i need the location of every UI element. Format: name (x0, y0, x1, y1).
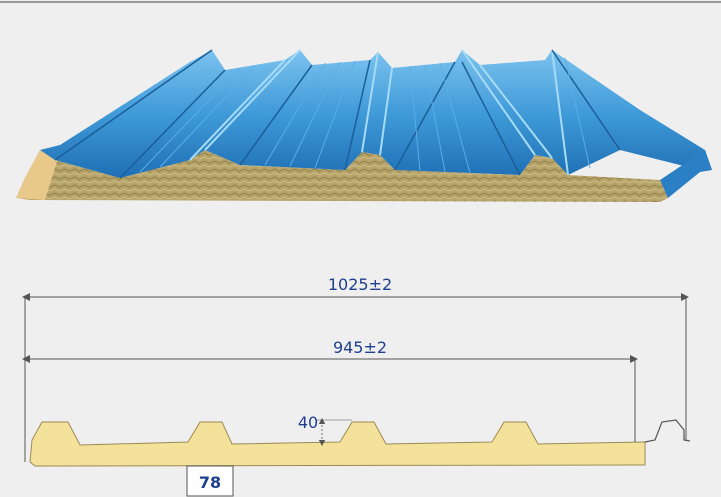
dimension-cover: 945±2 (22, 338, 638, 462)
cover-width-label: 945±2 (333, 338, 387, 357)
overlap-edge (660, 150, 712, 198)
profile-cross-section (29, 419, 691, 467)
rib-height-label: 40 (298, 413, 318, 432)
insulation-end (16, 150, 58, 200)
rib-shadows (54, 49, 621, 179)
insulation-core (16, 150, 668, 202)
overall-width-label: 1025±2 (328, 275, 392, 294)
rib-base-box (186, 465, 234, 497)
profile-shape (29, 421, 646, 467)
dimension-rib-height: 40 (298, 413, 352, 447)
rib-base-label: 78 (199, 473, 221, 492)
micro-ribs (139, 57, 591, 174)
rib-highlights (189, 49, 569, 176)
overlap-lip (644, 419, 691, 443)
panel-3d-illustration (16, 49, 712, 202)
dimension-rib-base: 78 (186, 465, 234, 497)
